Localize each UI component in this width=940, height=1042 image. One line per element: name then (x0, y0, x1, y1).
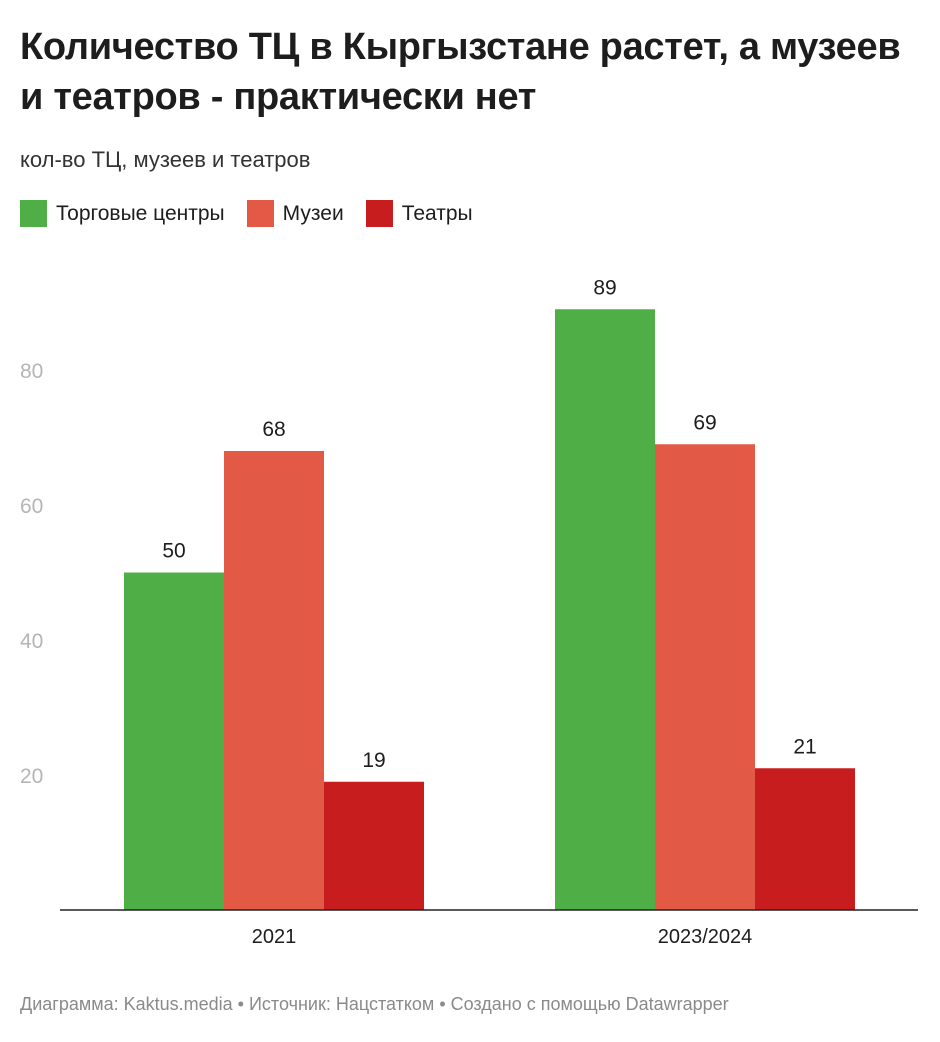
bar (755, 768, 855, 910)
data-label: 19 (362, 749, 385, 772)
bar (555, 309, 655, 910)
bar (124, 572, 224, 910)
y-tick-label: 40 (20, 630, 43, 653)
bar-chart: 20 40 60 80 50 68 19 2021 89 69 21 2023/2024 (20, 276, 918, 948)
bar (324, 781, 424, 910)
chart-subtitle: кол-во ТЦ, музеев и театров (20, 147, 311, 172)
legend-swatch (20, 200, 47, 227)
y-tick-label: 80 (20, 360, 43, 383)
chart-title: Количество ТЦ в Кыргызстане растет, а му… (20, 26, 901, 118)
x-tick-label: 2023/2024 (658, 926, 753, 948)
x-tick-label: 2021 (252, 926, 297, 948)
legend-swatch (246, 200, 274, 227)
legend-label: Музеи (282, 201, 344, 225)
footer-separator: • (232, 994, 249, 1014)
footer-source: Источник: Нацстатком (248, 994, 435, 1014)
footer-chart-by: Диаграмма: Kaktus.media (20, 994, 233, 1014)
legend-label: Театры (401, 201, 473, 225)
data-label: 69 (693, 411, 716, 434)
legend-label: Торговые центры (56, 201, 225, 225)
legend-swatch (365, 200, 393, 227)
data-label: 21 (793, 735, 816, 758)
footer-separator: • (434, 994, 451, 1014)
bar (655, 444, 755, 910)
legend: Торговые центры Музеи Театры (20, 200, 473, 227)
data-label: 50 (162, 540, 185, 563)
y-tick-label: 20 (20, 765, 43, 788)
y-tick-label: 60 (20, 495, 43, 518)
legend-item-theatres: Театры (365, 200, 473, 227)
data-label: 68 (262, 418, 285, 441)
footer: Диаграмма: Kaktus.media • Источник: Нацс… (20, 994, 729, 1015)
legend-item-museums: Музеи (246, 200, 344, 227)
legend-item-malls: Торговые центры (20, 200, 225, 227)
data-label: 89 (593, 276, 616, 299)
footer-tool: Создано с помощью Datawrapper (450, 994, 729, 1014)
bar (224, 451, 324, 910)
